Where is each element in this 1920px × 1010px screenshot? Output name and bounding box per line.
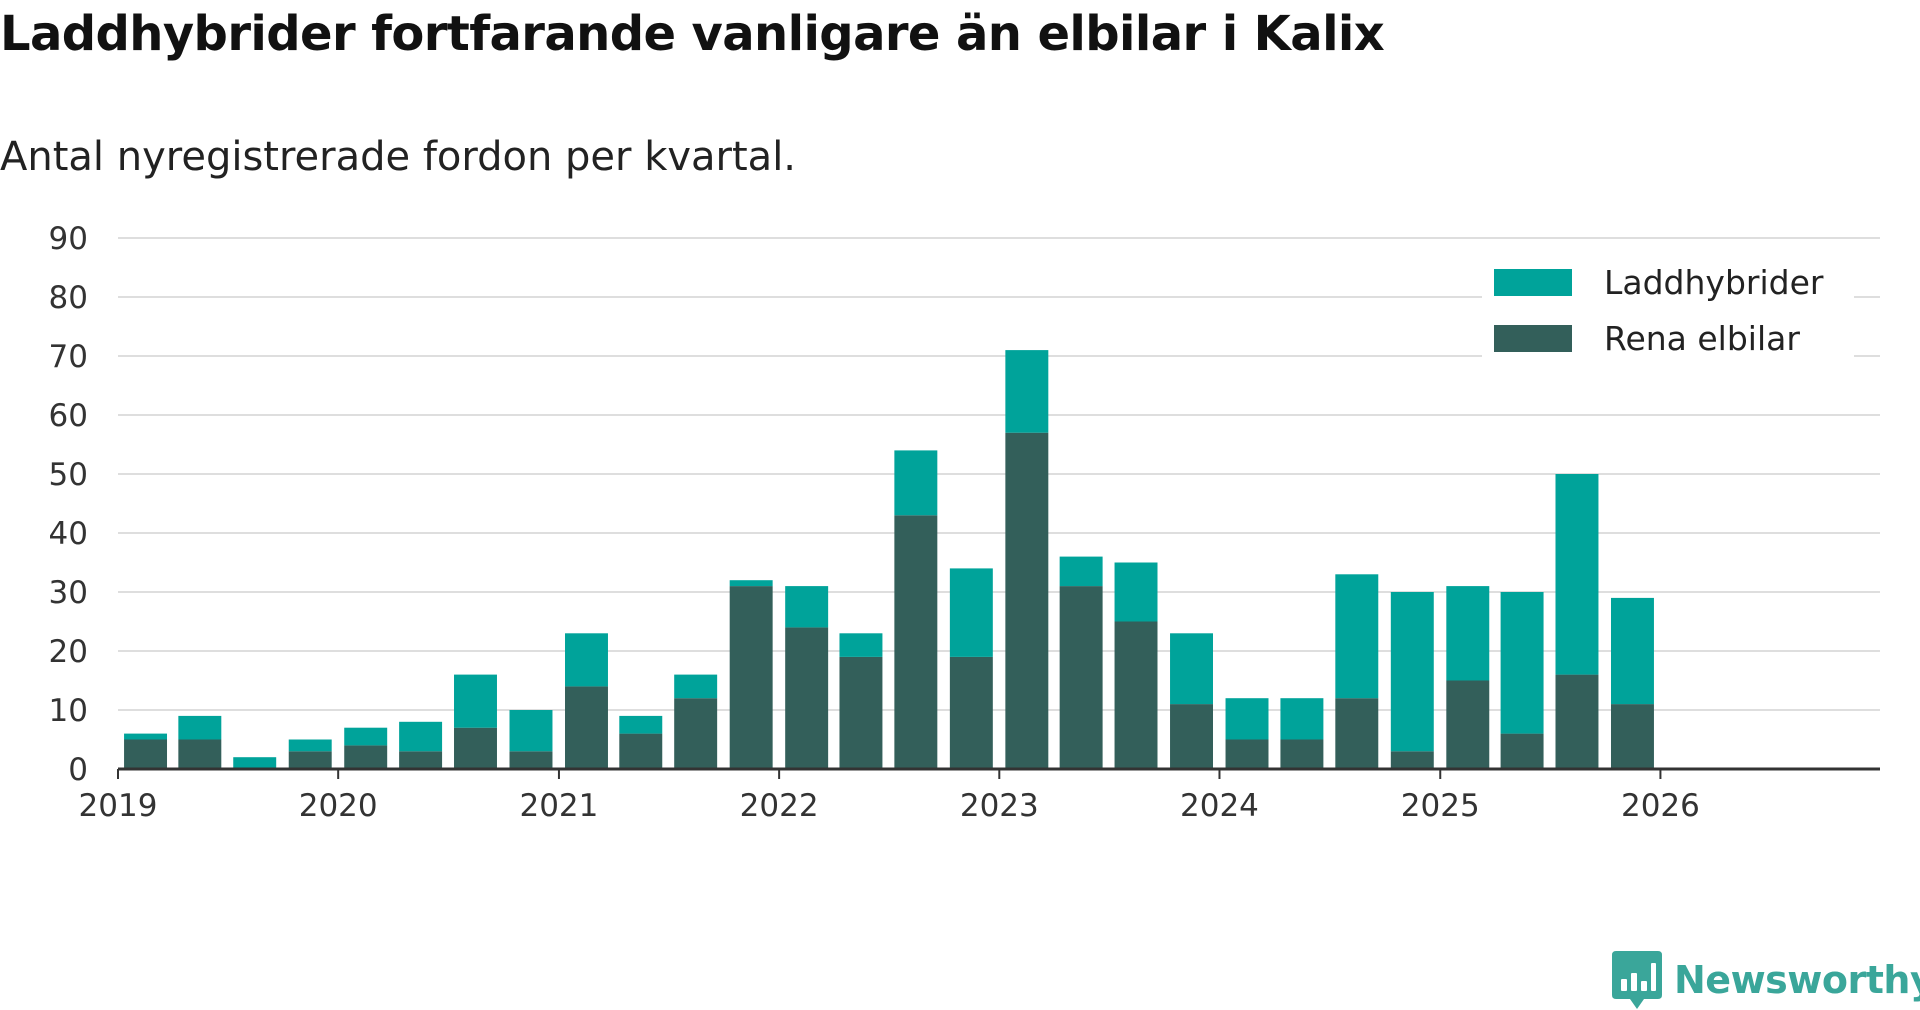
bar-segment: [1610, 597, 1654, 705]
legend-swatch: [1494, 269, 1572, 296]
bar-segment: [949, 656, 993, 769]
y-tick-label: 10: [49, 693, 88, 729]
bar-segment: [1280, 739, 1324, 769]
bar-segment: [509, 751, 553, 769]
bar-segment: [674, 674, 718, 699]
x-tick-label: 2026: [1621, 788, 1700, 824]
bar-segment: [1225, 739, 1269, 769]
bar-segment: [1059, 586, 1103, 769]
bar-segment: [288, 751, 332, 769]
bars: [124, 350, 1654, 769]
bar-segment: [1170, 633, 1213, 705]
bar-segment: [1446, 586, 1490, 681]
legend-swatch: [1494, 325, 1572, 352]
bar-segment: [399, 721, 443, 752]
x-tick-label: 2022: [740, 788, 819, 824]
bar-segment: [233, 757, 277, 769]
x-tick-label: 2020: [299, 788, 378, 824]
x-tick-label: 2023: [960, 788, 1039, 824]
bar-segment: [178, 739, 222, 769]
x-tick-label: 2019: [79, 788, 158, 824]
bar-segment: [839, 633, 883, 657]
bar-segment: [894, 515, 938, 769]
y-tick-label: 20: [49, 634, 88, 670]
bar-segment: [729, 586, 773, 769]
bar-segment: [1555, 474, 1599, 675]
bar-segment: [565, 633, 608, 687]
y-tick-label: 70: [49, 339, 88, 375]
bar-segment: [1280, 698, 1324, 740]
y-tick-label: 60: [49, 398, 88, 434]
brand-logo: Newsworthy: [1612, 950, 1920, 1010]
bar-segment: [288, 739, 332, 752]
bar-segment: [124, 733, 168, 740]
bar-segment: [1500, 733, 1544, 769]
bar-segment: [729, 580, 773, 587]
y-tick-label: 0: [68, 752, 88, 788]
bar-segment: [344, 727, 388, 746]
bar-segment: [344, 745, 388, 769]
y-tick-label: 40: [49, 516, 88, 552]
bar-segment: [1390, 592, 1434, 752]
bar-segment: [1059, 556, 1103, 587]
bar-segment: [454, 674, 497, 728]
y-tick-label: 50: [49, 457, 88, 493]
bar-segment: [565, 686, 608, 769]
bar-segment: [1114, 562, 1158, 622]
bar-segment: [1390, 751, 1434, 769]
bar-segment: [894, 450, 938, 516]
x-tick-label: 2021: [519, 788, 598, 824]
x-tick-label: 2024: [1180, 788, 1259, 824]
bar-segment: [949, 568, 993, 657]
x-tick-label: 2025: [1401, 788, 1480, 824]
bar-segment: [454, 727, 497, 769]
bar-segment: [124, 739, 168, 769]
bar-segment: [1335, 574, 1379, 699]
stacked-bar-chart: 0 10 20 30 40 50 60 70 80 90 2019 2020 2021 2022 2023…: [49, 221, 1880, 824]
legend-label: Laddhybrider: [1604, 263, 1824, 302]
chart-title: Laddhybrider fortfarande vanligare än el…: [0, 6, 1385, 62]
chart-subtitle: Antal nyregistrerade fordon per kvartal.: [0, 134, 797, 180]
y-tick-label: 80: [49, 280, 88, 316]
bar-segment: [399, 751, 443, 769]
bar-segment: [1225, 698, 1269, 740]
bar-segment: [1005, 432, 1049, 769]
bar-segment: [785, 586, 829, 628]
bar-segment: [839, 656, 883, 769]
y-tick-label: 90: [49, 221, 88, 257]
bar-segment: [785, 627, 829, 769]
bar-segment: [674, 698, 718, 769]
newsworthy-logo-icon: [1612, 951, 1662, 1009]
bar-segment: [1446, 680, 1490, 769]
bar-segment: [509, 710, 553, 752]
bar-segment: [619, 715, 663, 734]
brand-name: Newsworthy: [1674, 958, 1920, 1002]
legend-label: Rena elbilar: [1604, 319, 1800, 358]
x-axis: 2019 2020 2021 2022 2023 2024 2025 2026: [79, 767, 1880, 824]
bar-segment: [1610, 704, 1654, 769]
bar-segment: [1500, 592, 1544, 734]
legend: Laddhybrider Rena elbilar: [1482, 252, 1854, 362]
bar-segment: [178, 715, 222, 740]
bar-segment: [1114, 621, 1158, 769]
bar-segment: [1170, 704, 1213, 769]
bar-segment: [1335, 698, 1379, 769]
bar-segment: [1005, 350, 1049, 433]
y-axis: 0 10 20 30 40 50 60 70 80 90: [49, 221, 88, 788]
bar-segment: [1555, 674, 1599, 769]
bar-segment: [619, 733, 663, 769]
y-tick-label: 30: [49, 575, 88, 611]
